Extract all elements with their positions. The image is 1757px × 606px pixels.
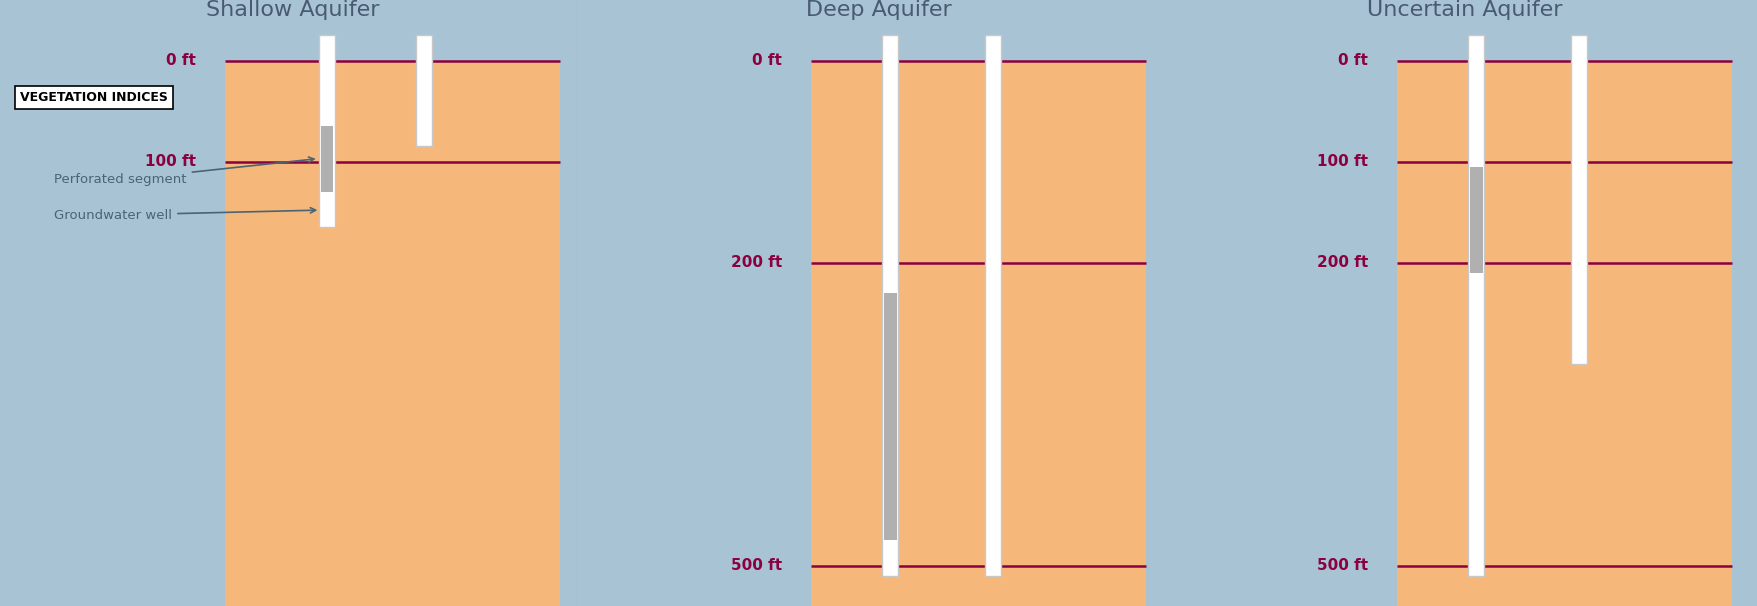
Text: 200 ft: 200 ft: [1316, 255, 1367, 270]
Bar: [884, 293, 896, 541]
Bar: [1467, 35, 1483, 576]
Text: 500 ft: 500 ft: [731, 558, 782, 573]
Text: VEGETATION INDICES: VEGETATION INDICES: [19, 91, 169, 104]
Bar: [882, 35, 898, 576]
Bar: [1469, 167, 1481, 273]
Text: Shallow Aquifer: Shallow Aquifer: [206, 0, 380, 20]
Text: Deep Aquifer: Deep Aquifer: [806, 0, 951, 20]
Bar: [1569, 35, 1587, 364]
Bar: [225, 61, 560, 606]
Text: 0 ft: 0 ft: [1337, 53, 1367, 68]
Text: 100 ft: 100 ft: [1316, 154, 1367, 169]
Text: Perforated segment: Perforated segment: [54, 157, 315, 186]
Text: Uncertain Aquifer: Uncertain Aquifer: [1367, 0, 1562, 20]
Text: 200 ft: 200 ft: [731, 255, 782, 270]
Text: Groundwater well: Groundwater well: [54, 208, 316, 222]
Text: 500 ft: 500 ft: [1316, 558, 1367, 573]
Bar: [810, 61, 1146, 606]
Text: 0 ft: 0 ft: [752, 53, 782, 68]
Text: 100 ft: 100 ft: [146, 154, 197, 169]
Bar: [322, 126, 334, 192]
Text: 0 ft: 0 ft: [167, 53, 197, 68]
Bar: [984, 35, 1000, 576]
Bar: [416, 35, 432, 147]
Bar: [1397, 61, 1731, 606]
Bar: [320, 35, 336, 227]
